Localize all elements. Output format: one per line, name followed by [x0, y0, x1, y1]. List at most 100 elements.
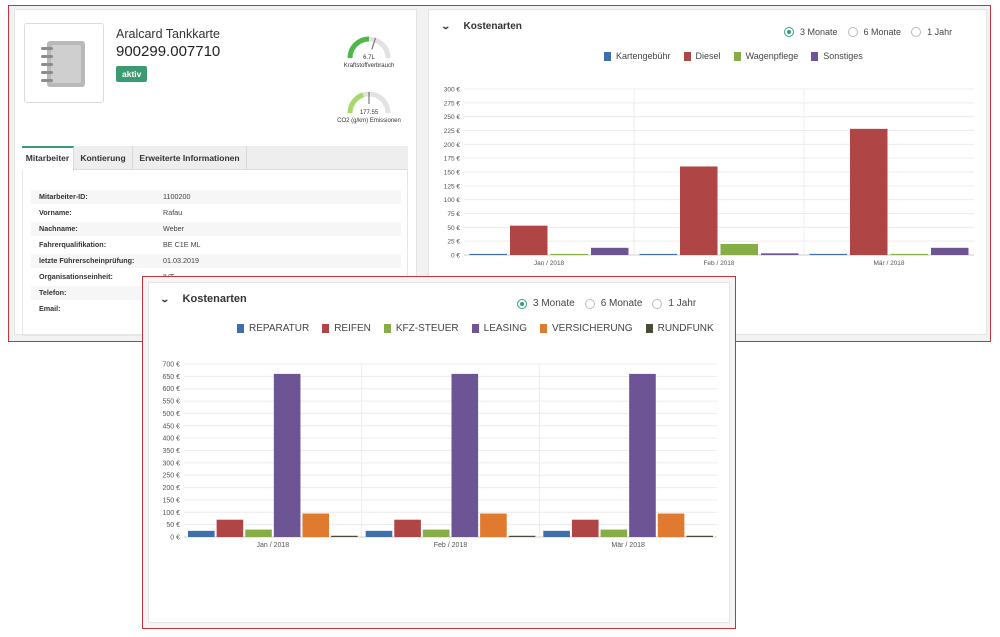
- legend-label: Kartengebühr: [616, 51, 671, 61]
- y-tick-label: 75 €: [447, 211, 460, 218]
- bar: [600, 529, 628, 537]
- bar: [480, 513, 507, 537]
- period-radio-group: 3 Monate 6 Monate 1 Jahr: [507, 298, 696, 309]
- radio-dot[interactable]: [784, 27, 794, 37]
- card-title: Aralcard Tankkarte: [116, 27, 220, 41]
- legend-swatch: [540, 324, 548, 333]
- chart-header[interactable]: ⌄ Kostenarten: [440, 21, 521, 32]
- x-tick-label: Mär / 2018: [873, 260, 904, 267]
- y-tick-label: 350 €: [162, 448, 180, 455]
- x-tick-label: Jan / 2018: [256, 542, 289, 549]
- legend-item[interactable]: Wagenpflege: [733, 51, 799, 61]
- period-radio-6-months[interactable]: 6 Monate: [584, 298, 642, 309]
- legend-item[interactable]: REIFEN: [322, 323, 371, 334]
- gauge-value: 177.55: [360, 110, 379, 116]
- radio-dot[interactable]: [517, 298, 527, 309]
- legend-swatch: [604, 51, 611, 61]
- y-tick-label: 175 €: [444, 156, 461, 163]
- cost-types-bar-chart-large: 0 € 50 € 100 € 150 € 200 € 250 € 300 € 350 € 400…: [162, 362, 717, 549]
- y-tick-label: 50 €: [447, 225, 460, 232]
- bar: [422, 529, 450, 537]
- legend-item[interactable]: Kartengebühr: [604, 51, 671, 61]
- legend-label: VERSICHERUNG: [552, 323, 633, 334]
- y-tick-label: 100 €: [444, 197, 461, 204]
- bar: [302, 513, 330, 537]
- info-tabs: Mitarbeiter Kontierung Erweiterte Inform…: [22, 146, 408, 171]
- y-tick-label: 500 €: [162, 411, 180, 418]
- gauge-dial: 177.55: [347, 91, 391, 116]
- legend-item[interactable]: Sonstiges: [811, 51, 863, 61]
- bar: [657, 513, 685, 537]
- legend-item[interactable]: VERSICHERUNG: [540, 323, 633, 334]
- legend-swatch: [237, 324, 244, 333]
- radio-dot[interactable]: [584, 298, 595, 309]
- bar: [510, 225, 548, 255]
- bar: [550, 253, 588, 255]
- legend-item[interactable]: KFZ-STEUER: [383, 323, 459, 334]
- x-tick-label: Mär / 2018: [611, 542, 645, 549]
- tab-mitarbeiter[interactable]: Mitarbeiter: [22, 146, 74, 171]
- legend-item[interactable]: LEASING: [471, 323, 528, 334]
- radio-dot[interactable]: [911, 27, 922, 37]
- y-tick-label: 250 €: [162, 473, 180, 480]
- bar: [850, 128, 888, 255]
- bar: [890, 253, 928, 255]
- bar: [188, 530, 215, 537]
- y-tick-label: 450 €: [162, 423, 180, 430]
- cost-types-bar-chart: 0 € 25 € 50 € 75 € 100 € 125 € 150 € 175 € 200 €…: [444, 87, 974, 267]
- tab-kontierung[interactable]: Kontierung: [74, 146, 133, 170]
- y-tick-label: 125 €: [444, 183, 461, 190]
- legend-label: Sonstiges: [823, 51, 863, 61]
- gauge-dial: 6.7L: [347, 36, 391, 61]
- period-radio-6-months[interactable]: 6 Monate: [847, 27, 901, 37]
- y-tick-label: 225 €: [444, 128, 461, 135]
- legend-item[interactable]: Diesel: [683, 51, 721, 61]
- chevron-down-icon[interactable]: ⌄: [440, 21, 452, 31]
- period-radio-3-months[interactable]: 3 Monate: [517, 298, 575, 309]
- gauge-value: 6.7L: [363, 55, 375, 61]
- bar: [245, 529, 272, 537]
- chevron-down-icon[interactable]: ⌄: [159, 294, 171, 304]
- radio-dot[interactable]: [847, 27, 858, 37]
- bar: [809, 253, 847, 255]
- y-tick-label: 100 €: [162, 510, 180, 517]
- bar: [331, 535, 358, 537]
- y-tick-label: 150 €: [162, 497, 180, 504]
- bar: [591, 247, 629, 255]
- period-radio-1-year[interactable]: 1 Jahr: [652, 298, 696, 309]
- bar: [469, 253, 507, 255]
- period-radio-group: 3 Monate 6 Monate 1 Jahr: [774, 27, 952, 37]
- x-tick-label: Jan / 2018: [534, 260, 565, 267]
- y-tick-label: 50 €: [166, 522, 180, 529]
- card-number: 900299.007710: [116, 43, 221, 60]
- bar: [931, 247, 969, 255]
- y-tick-label: 400 €: [162, 436, 180, 443]
- bar: [571, 519, 599, 537]
- y-tick-label: 0 €: [451, 253, 460, 260]
- legend-swatch: [471, 324, 479, 333]
- y-tick-label: 650 €: [162, 374, 180, 381]
- period-radio-1-year[interactable]: 1 Jahr: [911, 27, 952, 37]
- info-row: Vorname: Rafau: [39, 208, 183, 217]
- legend-item[interactable]: RUNDFUNK: [645, 323, 714, 334]
- info-row: Email:: [39, 304, 61, 313]
- bar: [451, 373, 479, 537]
- bar: [273, 373, 301, 537]
- y-tick-label: 275 €: [444, 100, 461, 107]
- legend-swatch: [322, 324, 330, 333]
- legend-label: LEASING: [483, 323, 528, 334]
- chart-header[interactable]: ⌄ Kostenarten: [159, 293, 246, 305]
- legend-swatch: [645, 324, 653, 333]
- y-tick-label: 250 €: [444, 114, 461, 121]
- gauge-label: Kraftstoffverbrauch: [343, 63, 395, 69]
- legend-label: Wagenpflege: [745, 51, 799, 61]
- legend-item[interactable]: REPARATUR: [237, 323, 309, 334]
- chart-legend: Kartengebühr Diesel Wagenpflege Sonstiges: [604, 51, 876, 61]
- bar: [761, 253, 799, 255]
- period-radio-3-months[interactable]: 3 Monate: [784, 27, 838, 37]
- gauge-label: CO2 (g/km) Emissionen: [337, 118, 401, 124]
- radio-dot[interactable]: [652, 298, 663, 309]
- legend-label: REPARATUR: [249, 323, 310, 334]
- tab-erweiterte-informationen[interactable]: Erweiterte Informationen: [133, 146, 247, 170]
- x-tick-label: Feb / 2018: [703, 260, 734, 267]
